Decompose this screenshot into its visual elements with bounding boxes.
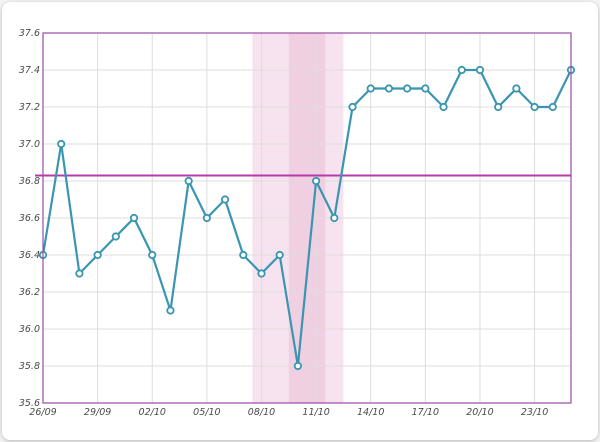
data-point	[93, 250, 102, 260]
data-point	[312, 176, 321, 186]
data-point	[457, 65, 466, 75]
x-tick-label: 29/09	[84, 407, 111, 418]
y-tick-label: 35.8	[19, 361, 40, 372]
data-point	[220, 195, 230, 204]
data-point	[548, 102, 557, 112]
y-tick-label: 36.8	[19, 176, 40, 187]
x-tick-label: 14/10	[357, 407, 384, 418]
data-point	[129, 213, 139, 223]
y-tick-label: 36.2	[19, 287, 40, 298]
data-point	[75, 269, 84, 278]
y-tick-label: 37.2	[19, 102, 40, 113]
data-point	[439, 102, 448, 112]
x-tick-label: 26/09	[29, 407, 56, 418]
x-tick-label: 20/10	[466, 407, 493, 418]
x-tick-label: 23/10	[521, 407, 548, 418]
data-point	[257, 269, 266, 278]
x-axis-ticks: 26/09 29/09 02/10 05/10 08/10 11/10 14/10 17/10…	[29, 407, 548, 418]
y-axis-ticks: 37.6 37.4 37.2 37.0 36.8 36.6 36.4 36.2 36.0 35.8…	[19, 28, 40, 409]
data-point	[293, 361, 302, 371]
data-point	[384, 84, 394, 93]
data-point	[403, 84, 412, 93]
plot-frame	[42, 32, 572, 404]
x-tick-label: 02/10	[139, 407, 166, 418]
series-line	[41, 68, 572, 368]
data-point	[148, 250, 157, 260]
data-point	[530, 102, 539, 112]
x-tick-label: 08/10	[248, 407, 275, 418]
y-tick-label: 36.4	[19, 250, 40, 261]
data-point	[330, 213, 339, 223]
x-tick-label: 05/10	[193, 407, 220, 418]
data-point	[512, 84, 521, 93]
data-point	[421, 84, 430, 93]
data-point	[184, 176, 193, 186]
x-tick-label: 17/10	[412, 407, 439, 418]
data-point	[348, 102, 357, 112]
data-point	[366, 84, 375, 93]
data-point	[239, 250, 248, 260]
data-point	[166, 306, 175, 315]
data-point	[57, 139, 66, 149]
data-point	[275, 250, 284, 260]
grid-lines	[42, 32, 571, 404]
plot-frame-group	[42, 32, 572, 404]
y-tick-label: 36.6	[19, 213, 40, 224]
data-point	[111, 232, 120, 241]
data-point	[475, 65, 485, 75]
y-tick-label: 35.6	[19, 398, 40, 409]
data-point	[494, 102, 503, 112]
y-tick-label: 37.0	[19, 139, 40, 150]
data-point	[202, 213, 211, 223]
y-tick-label: 37.6	[19, 28, 40, 39]
y-tick-label: 36.0	[19, 324, 40, 335]
y-tick-label: 37.4	[19, 65, 40, 76]
x-tick-label: 11/10	[302, 407, 329, 418]
